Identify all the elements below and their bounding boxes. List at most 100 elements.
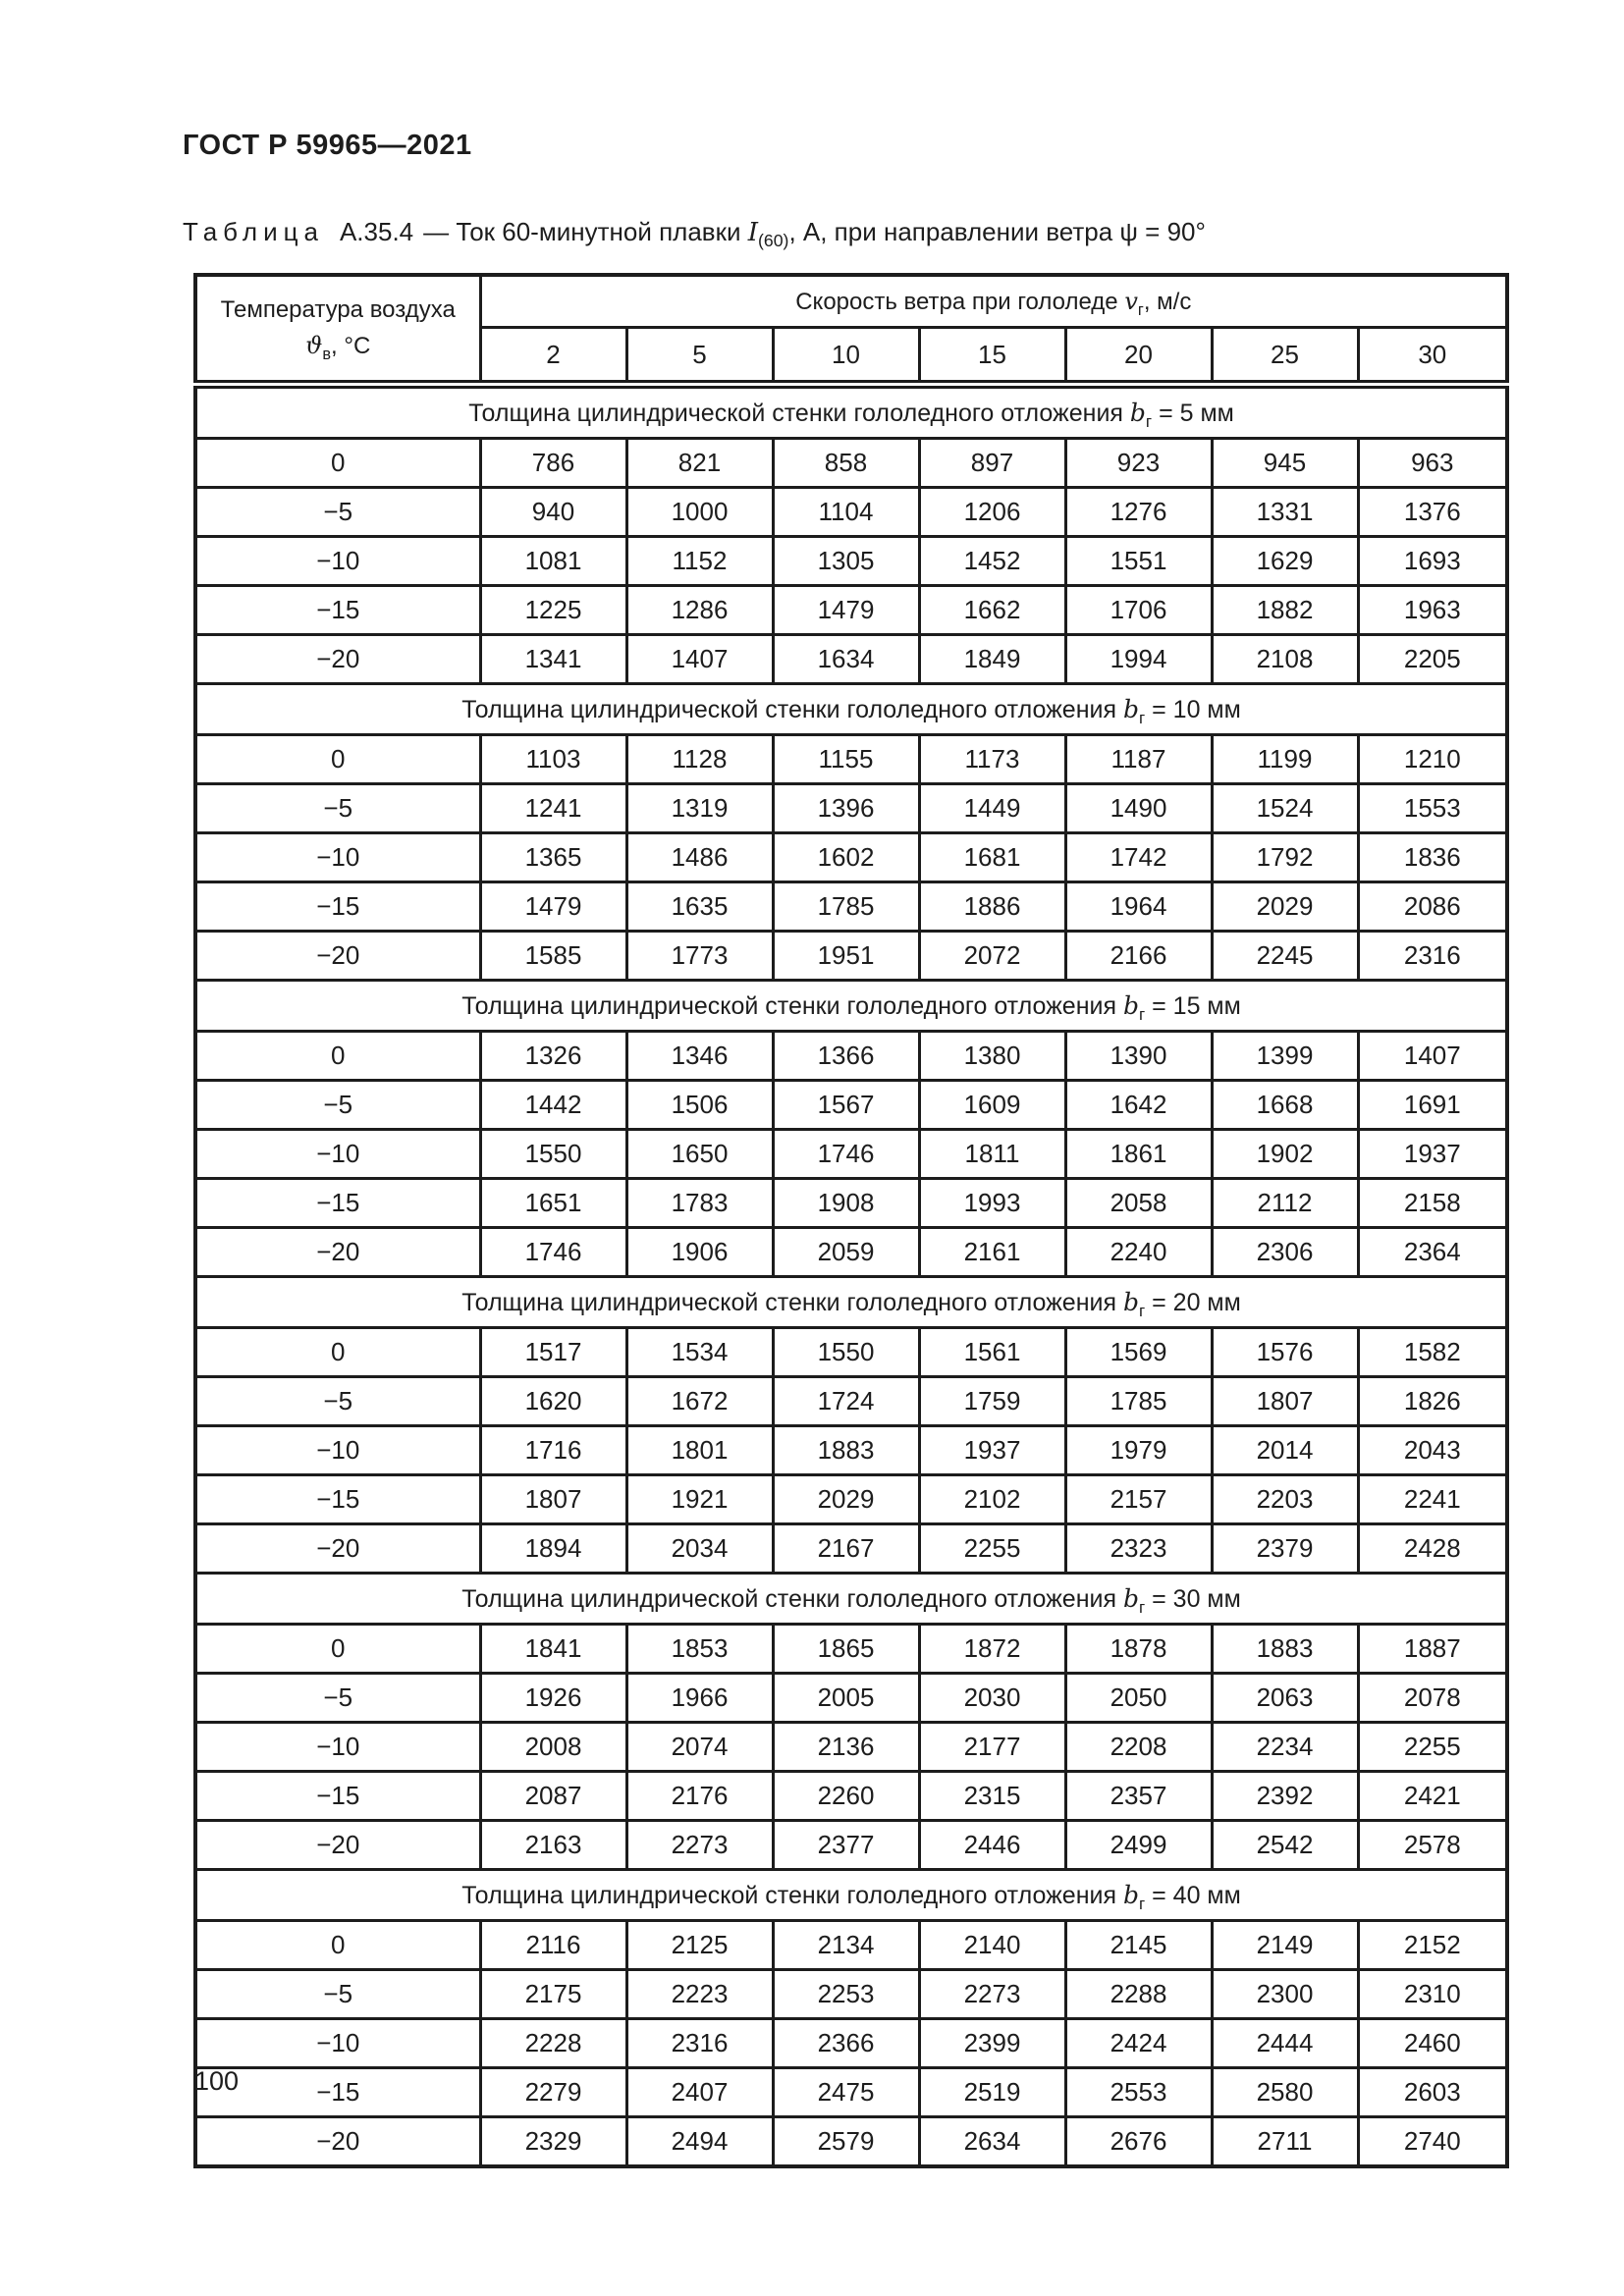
value-cell: 2005 (771, 1672, 921, 1724)
temperature-cell: −20 (193, 930, 482, 982)
table-row: 0 1841 1853 1865 1872 1878 1883 1887 (193, 1623, 1509, 1675)
value-cell: 1380 (917, 1030, 1067, 1082)
value-cell: 1849 (917, 633, 1067, 685)
value-cell: 1567 (771, 1079, 921, 1131)
value-cell: 1801 (624, 1424, 775, 1476)
table-title-text-before: — Ток 60-минутной плавки (423, 217, 748, 246)
value-cell: 2279 (478, 2066, 628, 2118)
value-cell: 2366 (771, 2017, 921, 2069)
value-cell: 2711 (1210, 2115, 1360, 2168)
section-caption: Толщина цилиндрической стенки гололедног… (193, 1868, 1509, 1922)
value-cell: 1396 (771, 782, 921, 834)
temperature-cell: −10 (193, 2017, 482, 2069)
current-symbol-subscript: (60) (758, 231, 789, 251)
temperature-cell: −10 (193, 1721, 482, 1773)
value-cell: 2260 (771, 1770, 921, 1822)
value-cell: 2357 (1063, 1770, 1214, 1822)
value-cell: 1883 (771, 1424, 921, 1476)
temperature-cell: −5 (193, 486, 482, 538)
temperature-cell: −5 (193, 1079, 482, 1131)
table-row: 0 1103 1128 1155 1173 1187 1199 1210 (193, 733, 1509, 785)
table-title: Таблица А.35.4 — Ток 60-минутной плавки I(… (183, 217, 1206, 251)
value-cell: 1550 (478, 1128, 628, 1180)
value-cell: 1199 (1210, 733, 1360, 785)
value-cell: 2421 (1356, 1770, 1509, 1822)
temperature-cell: −15 (193, 584, 482, 636)
value-cell: 1551 (1063, 535, 1214, 587)
value-cell: 1399 (1210, 1030, 1360, 1082)
value-cell: 2157 (1063, 1473, 1214, 1525)
table-title-text-after: , А, при направлении ветра ψ = 90° (788, 217, 1206, 246)
value-cell: 1609 (917, 1079, 1067, 1131)
value-cell: 2161 (917, 1226, 1067, 1278)
value-cell: 2112 (1210, 1177, 1360, 1229)
section-caption-row: Толщина цилиндрической стенки гололедног… (193, 1868, 1509, 1922)
speed-values-row: 2 5 10 15 20 25 30 (195, 326, 1509, 389)
temperature-cell: −5 (193, 1672, 482, 1724)
value-cell: 1553 (1356, 782, 1509, 834)
value-cell: 1286 (624, 584, 775, 636)
thickness-symbol: b (1122, 1287, 1139, 1316)
thickness-subscript: г (1138, 1597, 1146, 1617)
value-cell: 1390 (1063, 1030, 1214, 1082)
table-row: −10 1365 1486 1602 1681 1742 1792 1836 (193, 831, 1509, 883)
value-cell: 1807 (1210, 1375, 1360, 1427)
value-cell: 1882 (1210, 584, 1360, 636)
value-cell: 2407 (624, 2066, 775, 2118)
value-cell: 1746 (771, 1128, 921, 1180)
section-caption: Толщина цилиндрической стенки гололедног… (193, 383, 1509, 440)
value-cell: 1853 (624, 1623, 775, 1675)
thickness-symbol: b (1122, 694, 1139, 723)
wind-speed-header: Скорость ветра при гололеде vг, м/с (478, 273, 1509, 329)
value-cell: 2377 (771, 1819, 921, 1871)
value-cell: 1937 (917, 1424, 1067, 1476)
temperature-unit: , °С (331, 333, 371, 359)
temperature-cell: 0 (193, 1030, 482, 1082)
thickness-subscript: г (1138, 1894, 1146, 1913)
table-row: −5 1241 1319 1396 1449 1490 1524 1553 (193, 782, 1509, 834)
temperature-cell: −20 (193, 2115, 482, 2168)
value-cell: 1524 (1210, 782, 1360, 834)
table-row: −15 2279 2407 2475 2519 2553 2580 2603 (193, 2066, 1509, 2118)
table-row: −15 1225 1286 1479 1662 1706 1882 1963 (193, 584, 1509, 636)
value-cell: 2253 (771, 1968, 921, 2020)
value-cell: 1635 (624, 881, 775, 933)
value-cell: 1861 (1063, 1128, 1214, 1180)
value-cell: 2542 (1210, 1819, 1360, 1871)
section-caption-row: Толщина цилиндрической стенки гололедног… (193, 1275, 1509, 1329)
value-cell: 1993 (917, 1177, 1067, 1229)
value-cell: 1479 (478, 881, 628, 933)
value-cell: 2446 (917, 1819, 1067, 1871)
value-cell: 821 (624, 437, 775, 489)
value-cell: 2424 (1063, 2017, 1214, 2069)
page-number: 100 (194, 2066, 240, 2096)
value-cell: 1966 (624, 1672, 775, 1724)
value-cell: 1534 (624, 1326, 775, 1378)
temperature-cell: −10 (193, 1424, 482, 1476)
value-cell: 1979 (1063, 1424, 1214, 1476)
value-cell: 2152 (1356, 1919, 1509, 1971)
value-cell: 1365 (478, 831, 628, 883)
table-title-number: А.35.4 (339, 217, 414, 246)
thickness-subscript: г (1145, 411, 1153, 431)
value-cell: 1155 (771, 733, 921, 785)
temperature-cell: −20 (193, 1226, 482, 1278)
value-cell: 1706 (1063, 584, 1214, 636)
value-cell: 2203 (1210, 1473, 1360, 1525)
value-cell: 1452 (917, 535, 1067, 587)
value-cell: 1716 (478, 1424, 628, 1476)
value-cell: 2676 (1063, 2115, 1214, 2168)
value-cell: 2316 (624, 2017, 775, 2069)
value-cell: 1376 (1356, 486, 1509, 538)
value-cell: 1634 (771, 633, 921, 685)
temperature-cell: −20 (193, 633, 482, 685)
value-cell: 1836 (1356, 831, 1509, 883)
value-cell: 2030 (917, 1672, 1067, 1724)
value-cell: 2273 (917, 1968, 1067, 2020)
value-cell: 1826 (1356, 1375, 1509, 1427)
table-row: −5 1926 1966 2005 2030 2050 2063 2078 (193, 1672, 1509, 1724)
thickness-subscript: г (1138, 708, 1146, 727)
value-cell: 1759 (917, 1375, 1067, 1427)
value-cell: 2603 (1356, 2066, 1509, 2118)
value-cell: 2306 (1210, 1226, 1360, 1278)
